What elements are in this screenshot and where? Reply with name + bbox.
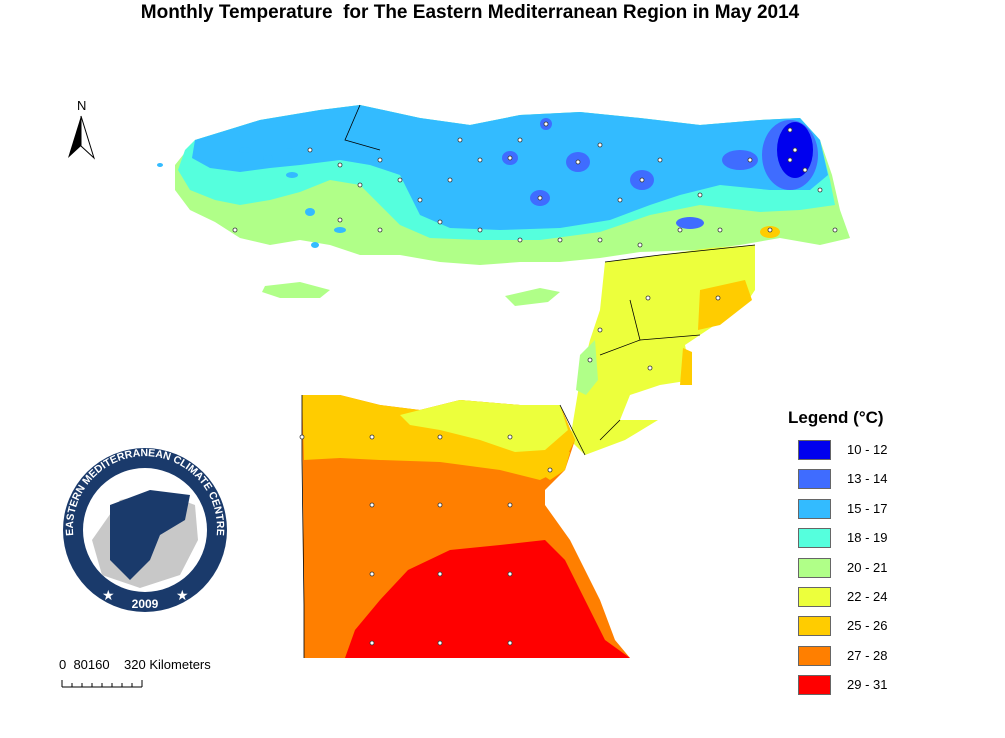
legend-label: 25 - 26 (847, 618, 888, 634)
legend-swatch (798, 645, 831, 666)
scale-bar (61, 680, 143, 688)
legend-label: 20 - 21 (847, 559, 888, 575)
legend-swatch (798, 587, 831, 607)
north-label: N (77, 98, 87, 113)
north-arrow-icon (68, 115, 96, 160)
station-dots (232, 121, 838, 646)
logo-year: 2009 (132, 597, 159, 611)
legend-label: 29 - 31 (847, 677, 888, 693)
turkey-region (175, 105, 850, 306)
legend-label: 22 - 24 (847, 589, 888, 604)
aegean-islands (157, 147, 346, 248)
map-title: Monthly Temperature for The Eastern Medi… (140, 2, 800, 23)
levant-region (570, 245, 755, 455)
legend-swatch (798, 469, 831, 490)
legend-swatch (798, 498, 831, 519)
egypt-region (301, 395, 630, 658)
legend-label: 27 - 28 (847, 647, 888, 663)
legend-label: 15 - 17 (847, 500, 888, 516)
legend-label: 18 - 19 (847, 530, 888, 546)
legend-title: Legend (°C) (788, 408, 884, 427)
emcc-logo: 2009 ★ ★ EASTERN MEDITERRANEAN CLIMATE C… (63, 447, 227, 612)
logo-star-right-icon: ★ (176, 587, 189, 603)
borders (344, 104, 756, 441)
legend-label: 13 - 14 (847, 471, 888, 487)
legend-swatch (798, 616, 831, 637)
legend-swatch (798, 440, 831, 460)
scale-bar-label: 0 80160 320 Kilometers (59, 657, 211, 672)
legend-label: 10 - 12 (847, 442, 888, 457)
legend-swatch (798, 528, 831, 549)
logo-star-left-icon: ★ (102, 587, 115, 603)
legend-swatch (798, 675, 831, 696)
legend-swatch (798, 557, 831, 578)
